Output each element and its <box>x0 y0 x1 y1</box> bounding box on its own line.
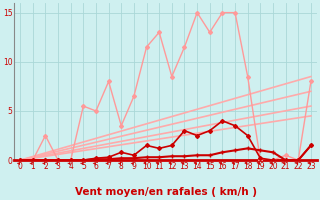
X-axis label: Vent moyen/en rafales ( km/h ): Vent moyen/en rafales ( km/h ) <box>75 187 257 197</box>
